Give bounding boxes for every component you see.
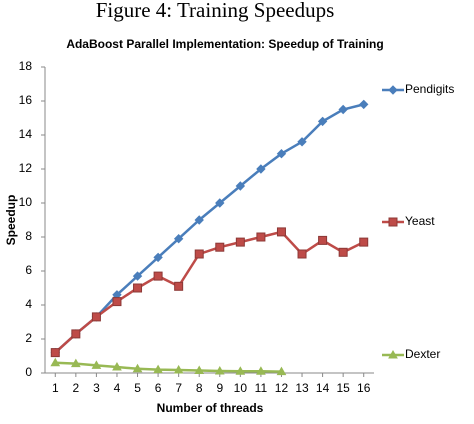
y-tick-label: 2 [25, 331, 32, 345]
y-tick-label: 16 [19, 93, 33, 107]
point [318, 235, 328, 245]
point [235, 181, 246, 191]
point [359, 99, 369, 110]
x-tick-label: 14 [316, 381, 330, 395]
point [91, 360, 102, 369]
point [215, 242, 225, 252]
x-tick-label: 2 [73, 381, 80, 395]
y-tick-label: 0 [25, 365, 32, 379]
legend-label: Pendigits [405, 82, 454, 96]
y-tick-label: 14 [19, 127, 33, 141]
point [153, 364, 163, 374]
x-tick-label: 15 [336, 381, 350, 395]
series-line [54, 230, 365, 354]
point [235, 366, 246, 375]
y-tick-label: 10 [19, 195, 33, 209]
figure-caption: Figure 4: Training Speedups [96, 0, 335, 22]
point [153, 252, 163, 263]
y-tick-label: 12 [19, 161, 33, 175]
point [50, 348, 60, 358]
point [297, 249, 307, 259]
point [194, 365, 205, 374]
point [338, 247, 348, 257]
series-line [55, 361, 282, 373]
point [112, 297, 122, 307]
point [50, 357, 61, 367]
point [276, 366, 287, 376]
point [173, 233, 184, 244]
point [194, 215, 204, 225]
y-tick-label: 6 [25, 263, 32, 277]
point [153, 271, 163, 281]
point [297, 137, 307, 147]
point [132, 363, 143, 373]
series-line [54, 103, 365, 354]
point [91, 312, 101, 322]
x-tick-label: 8 [196, 381, 203, 395]
x-tick-label: 7 [175, 381, 182, 395]
point [173, 364, 184, 374]
point [215, 198, 225, 208]
x-tick-label: 16 [357, 381, 371, 395]
legend-label: Yeast [405, 214, 435, 228]
x-tick-label: 11 [255, 381, 268, 395]
x-tick-label: 9 [216, 381, 223, 395]
x-tick-label: 10 [234, 381, 248, 395]
x-axis-label: Number of threads [157, 401, 264, 415]
x-tick-label: 4 [114, 381, 121, 395]
point [276, 148, 287, 159]
x-tick-label: 3 [93, 381, 100, 395]
point [133, 283, 143, 293]
point [388, 85, 398, 95]
chart-title: AdaBoost Parallel Implementation: Speedu… [66, 37, 383, 51]
x-tick-label: 5 [134, 381, 141, 395]
point [256, 366, 266, 375]
point [71, 329, 81, 339]
point [70, 358, 81, 368]
x-tick-label: 12 [275, 381, 289, 395]
point [174, 281, 184, 291]
point [388, 217, 398, 227]
x-tick-label: 6 [155, 381, 162, 395]
point [276, 227, 286, 237]
point [256, 164, 266, 174]
point [256, 232, 266, 242]
x-tick-label: 13 [295, 381, 309, 395]
y-tick-label: 8 [25, 229, 32, 243]
point [235, 237, 245, 247]
point [112, 362, 122, 371]
y-tick-label: 4 [25, 297, 32, 311]
legend-label: Dexter [405, 347, 440, 361]
point [132, 271, 143, 281]
point [214, 365, 225, 375]
point [317, 116, 328, 127]
point [194, 249, 204, 259]
point [338, 104, 348, 115]
y-tick-label: 18 [19, 59, 33, 73]
point [388, 349, 398, 359]
x-tick-label: 1 [52, 381, 59, 395]
y-axis-label: Speedup [4, 195, 18, 246]
point [359, 237, 369, 247]
